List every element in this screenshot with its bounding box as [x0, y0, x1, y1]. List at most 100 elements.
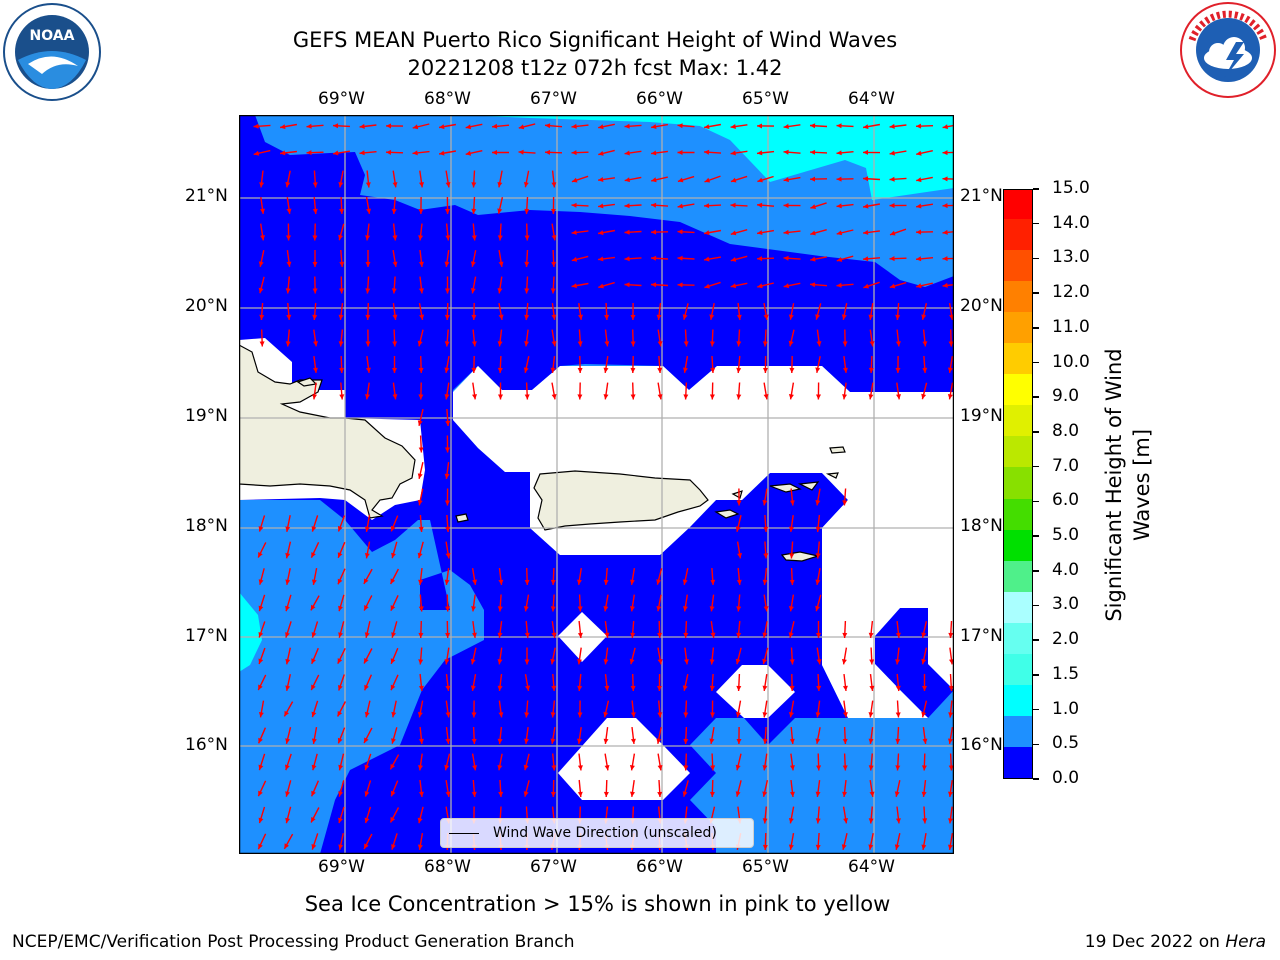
wind-wave-arrowhead	[445, 209, 450, 214]
wind-wave-arrowhead	[868, 712, 874, 718]
colorbar-tick-label: 0.0	[1052, 768, 1080, 788]
wind-wave-arrowhead	[258, 632, 264, 638]
wind-wave-arrowhead	[418, 579, 424, 585]
wind-wave-arrowhead	[868, 765, 874, 771]
wind-wave-arrowhead	[868, 314, 874, 320]
wind-wave-arrowhead	[788, 844, 794, 850]
wind-wave-arrowhead	[417, 499, 423, 506]
wind-wave-arrowhead	[550, 367, 556, 373]
colorbar-label-line1: Significant Height of Wind	[1102, 348, 1126, 622]
wind-wave-arrowhead	[841, 314, 847, 320]
wind-wave-arrowhead	[869, 791, 875, 797]
wind-wave-arrowhead	[523, 182, 529, 188]
wind-wave-arrowhead	[577, 368, 583, 373]
colorbar-tick-label: 5.0	[1052, 525, 1080, 546]
wind-wave-arrowhead	[550, 712, 556, 718]
colorbar-segment	[1004, 746, 1032, 778]
wind-wave-arrowhead	[551, 765, 557, 771]
wind-wave-arrowhead	[312, 394, 317, 400]
colorbar-tick-mark	[1033, 361, 1039, 364]
wind-wave-arrowhead	[545, 123, 551, 129]
wind-wave-arrowhead	[922, 818, 928, 824]
wind-wave-arrowhead	[657, 632, 663, 638]
wind-wave-arrowhead	[657, 659, 663, 665]
wind-wave-arrowhead	[391, 208, 397, 214]
wind-wave-arrowhead	[551, 341, 557, 347]
wind-wave-arrowhead	[577, 579, 582, 585]
wind-wave-arrowhead	[895, 368, 901, 373]
wind-wave-arrowhead	[736, 632, 742, 638]
colorbar-tick-mark	[1033, 222, 1039, 225]
wind-wave-arrowhead	[704, 124, 710, 130]
wind-wave-arrowhead	[497, 235, 503, 241]
wind-wave-arrowhead	[386, 123, 391, 129]
wind-wave-arrowhead	[816, 765, 822, 771]
wind-wave-arrowhead	[788, 314, 794, 320]
wind-wave-arrowhead	[392, 235, 398, 241]
wind-wave-arrowhead	[604, 765, 610, 771]
wind-wave-arrowhead	[418, 261, 424, 267]
wind-wave-arrowhead	[337, 711, 343, 717]
wind-wave-arrowhead	[391, 711, 397, 718]
land-puerto-rico	[533, 470, 709, 531]
wind-wave-arrowhead	[258, 605, 264, 612]
wind-wave-arrowhead	[390, 658, 396, 664]
wind-wave-arrowhead	[736, 341, 742, 347]
colorbar-tick-mark	[1033, 465, 1039, 468]
wind-wave-arrowhead	[444, 394, 450, 400]
wind-wave-arrowhead	[629, 765, 635, 771]
wind-wave-arrowhead	[445, 606, 451, 612]
wind-wave-arrowhead	[338, 314, 344, 320]
wind-wave-arrowhead	[311, 526, 317, 532]
wind-wave-arrowhead	[815, 712, 821, 718]
wind-wave-arrowhead	[338, 817, 343, 824]
colorbar-tick-mark	[1033, 327, 1039, 329]
wind-wave-arrowhead	[577, 712, 583, 718]
legend-label: Wind Wave Direction (unscaled)	[493, 825, 717, 841]
wind-wave-arrowhead	[337, 737, 343, 744]
wind-wave-arrowhead	[418, 235, 424, 241]
lon-label: 64°W	[848, 857, 895, 877]
wind-wave-arrowhead	[285, 526, 291, 532]
wind-wave-arrowhead	[788, 394, 794, 400]
wind-wave-arrowhead	[524, 288, 530, 294]
wind-wave-arrowhead	[788, 606, 794, 612]
wind-wave-arrowhead	[465, 124, 472, 130]
colorbar-segment	[1004, 466, 1032, 499]
wind-wave-arrowhead	[524, 314, 530, 320]
wind-wave-arrowhead	[472, 394, 477, 400]
wind-wave-arrowhead	[333, 150, 339, 156]
land-hispaniola	[239, 344, 416, 519]
wind-wave-arrowhead	[412, 124, 419, 130]
wind-wave-arrowhead	[497, 208, 503, 214]
wind-wave-arrowhead	[445, 738, 451, 744]
colorbar-tick-label: 4.0	[1052, 559, 1080, 580]
wind-wave-arrowhead	[337, 658, 343, 664]
wind-wave-arrowhead	[551, 314, 557, 320]
wind-wave-arrowhead	[889, 176, 895, 182]
wind-wave-arrowhead	[444, 341, 450, 347]
wind-wave-arrowhead	[630, 315, 636, 320]
wind-wave-arrowhead	[916, 150, 922, 156]
wind-wave-arrowhead	[789, 526, 794, 532]
colorbar-tick-mark	[1033, 396, 1039, 398]
wind-wave-arrowhead	[789, 500, 795, 506]
wind-wave-arrowhead	[704, 283, 710, 289]
wind-wave-arrowhead	[842, 500, 848, 506]
wind-wave-arrowhead	[498, 314, 504, 320]
wind-wave-arrowhead	[916, 229, 922, 235]
wind-wave-arrowhead	[763, 526, 769, 532]
wind-wave-arrowhead	[630, 685, 636, 691]
wind-wave-arrowhead	[338, 685, 343, 691]
wind-wave-arrowhead	[922, 738, 928, 744]
wind-wave-arrowhead	[472, 632, 477, 638]
wind-wave-arrowhead	[312, 314, 318, 320]
wind-wave-arrowhead	[445, 288, 450, 294]
wind-wave-arrowhead	[816, 394, 821, 400]
wind-wave-arrowhead	[338, 341, 344, 347]
map-frame	[239, 115, 954, 854]
wind-wave-arrowhead	[259, 182, 265, 188]
wind-wave-arrowhead	[364, 817, 370, 824]
wind-wave-arrowhead	[417, 712, 423, 718]
wind-wave-arrowhead	[810, 149, 816, 155]
